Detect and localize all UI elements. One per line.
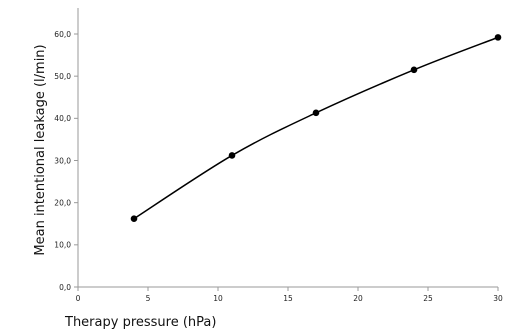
x-tick-label: 15 bbox=[283, 294, 293, 303]
x-tick-label: 20 bbox=[353, 294, 363, 303]
data-point bbox=[410, 66, 418, 74]
x-tick-label: 10 bbox=[213, 294, 223, 303]
axes bbox=[77, 8, 498, 288]
data-point bbox=[130, 215, 138, 222]
x-tick-label: 25 bbox=[423, 294, 433, 303]
series bbox=[130, 34, 502, 222]
y-tick-label: 30,0 bbox=[54, 156, 71, 165]
x-tick-label: 5 bbox=[146, 294, 151, 303]
x-ticks: 0 5 10 15 20 25 30 bbox=[76, 287, 503, 303]
data-point bbox=[494, 34, 502, 41]
series-line bbox=[133, 36, 499, 220]
data-point bbox=[228, 152, 236, 159]
y-tick-label: 20,0 bbox=[54, 198, 71, 207]
y-axis-title: Mean intentional leakage (l/min) bbox=[33, 44, 48, 255]
x-axis-title: Therapy pressure (hPa) bbox=[64, 315, 216, 330]
y-ticks: 0,0 10,0 20,0 30,0 40,0 50,0 60,0 bbox=[54, 30, 78, 292]
y-tick-label: 10,0 bbox=[54, 241, 71, 250]
y-tick-label: 40,0 bbox=[54, 114, 71, 123]
y-tick-label: 60,0 bbox=[54, 30, 71, 39]
x-tick-label: 30 bbox=[493, 294, 503, 303]
y-tick-label: 0,0 bbox=[59, 283, 71, 292]
y-tick-label: 50,0 bbox=[54, 72, 71, 81]
x-tick-label: 0 bbox=[76, 294, 81, 303]
data-point bbox=[312, 109, 320, 117]
